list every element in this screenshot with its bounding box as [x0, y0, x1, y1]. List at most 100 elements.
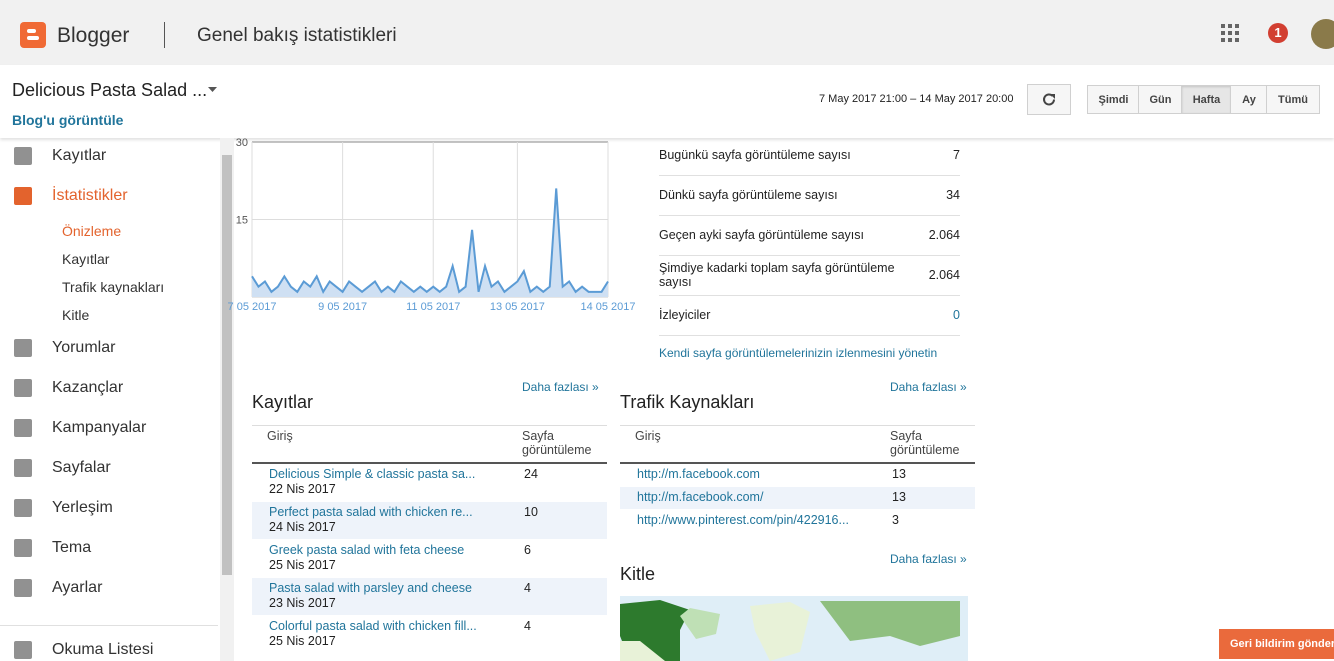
sidebar-icon[interactable] [14, 187, 32, 205]
row-bg [620, 487, 975, 509]
column-header: Sayfa görüntüleme [890, 429, 960, 457]
sidebar-item[interactable]: Sayfalar [52, 459, 111, 476]
more-link[interactable]: Daha fazlası » [890, 380, 967, 394]
entry-link[interactable]: http://m.facebook.com/ [637, 490, 764, 504]
sidebar-icon[interactable] [14, 499, 32, 517]
divider [164, 22, 165, 48]
sidebar-item[interactable]: Kayıtlar [52, 147, 107, 164]
separator [659, 215, 960, 216]
sidebar-subitem[interactable]: Kayıtlar [62, 251, 110, 267]
entry-link[interactable]: Delicious Simple & classic pasta sa... [269, 467, 476, 481]
entry-link[interactable]: Pasta salad with parsley and cheese [269, 581, 472, 595]
x-tick-label: 11 05 2017 [406, 301, 460, 313]
top-bar [0, 0, 1334, 65]
y-tick-label: 30 [236, 137, 248, 149]
sidebar-item[interactable]: Yorumlar [52, 339, 116, 356]
sidebar-divider [0, 625, 218, 626]
sidebar-item[interactable]: Kazançlar [52, 379, 124, 396]
sidebar-icon[interactable] [14, 579, 32, 597]
y-tick-label: 15 [236, 215, 248, 227]
separator [659, 295, 960, 296]
column-header: Giriş [635, 429, 661, 443]
sidebar-subitem[interactable]: Kitle [62, 307, 90, 323]
pageviews-chart: 15 30 7 05 2017 9 05 2017 11 05 2017 13 05 20… [228, 137, 636, 313]
sidebar-item[interactable]: İstatistikler [52, 187, 128, 204]
entry-date: 24 Nis 2017 [269, 520, 336, 534]
section-title: Kayıtlar [252, 392, 314, 412]
sidebar-icon[interactable] [14, 419, 32, 437]
sidebar-icon[interactable] [14, 379, 32, 397]
sidebar-subitem[interactable]: Trafik kaynakları [62, 279, 165, 295]
column-header: Sayfa görüntüleme [522, 429, 592, 457]
separator [659, 175, 960, 176]
logo-text[interactable]: Blogger [57, 24, 130, 47]
sidebar-icon[interactable] [14, 641, 32, 659]
stat-value: 7 [953, 148, 960, 162]
row-bg [252, 502, 607, 539]
sidebar-item[interactable]: Yerleşim [52, 499, 113, 516]
sidebar-subitem[interactable]: Önizleme [62, 223, 122, 239]
more-link[interactable]: Daha fazlası » [522, 380, 599, 394]
entry-link[interactable]: Colorful pasta salad with chicken fill..… [269, 619, 477, 633]
audience-map [620, 596, 968, 661]
avatar[interactable] [1311, 19, 1334, 49]
x-tick-label: 14 05 2017 [580, 301, 635, 313]
stat-value: 2.064 [928, 268, 960, 282]
stat-label: İzleyiciler [659, 308, 711, 322]
section-title: Trafik Kaynakları [620, 392, 755, 412]
sidebar-item[interactable]: Kampanyalar [52, 419, 147, 436]
stat-value: 0 [953, 308, 960, 322]
manage-link[interactable]: Kendi sayfa görüntülemelerinizin izlenme… [659, 346, 938, 360]
entry-views: 4 [524, 619, 531, 633]
range-button[interactable]: Hafta [1181, 85, 1232, 114]
range-button[interactable]: Gün [1138, 85, 1183, 114]
refresh-button[interactable] [1027, 84, 1071, 115]
page-title: Genel bakış istatistikleri [197, 25, 397, 46]
sidebar-icon[interactable] [14, 147, 32, 165]
feedback-button[interactable]: Geri bildirim gönder [1219, 629, 1334, 659]
line [251, 188, 609, 295]
entry-views: 4 [524, 581, 531, 595]
table-header-bg [620, 425, 975, 464]
entry-date: 25 Nis 2017 [269, 634, 336, 648]
sidebar-icon[interactable] [14, 539, 32, 557]
separator [659, 335, 960, 336]
range-button[interactable]: Ay [1230, 85, 1268, 114]
entry-link[interactable]: http://www.pinterest.com/pin/422916... [637, 513, 849, 527]
notification-badge[interactable]: 1 [1268, 23, 1288, 43]
entry-link[interactable]: http://m.facebook.com [637, 467, 760, 481]
x-tick-label: 13 05 2017 [490, 301, 545, 313]
range-button[interactable]: Şimdi [1087, 85, 1140, 114]
stat-label: Bugünkü sayfa görüntüleme sayısı [659, 148, 851, 162]
sidebar-icon[interactable] [14, 459, 32, 477]
more-link[interactable]: Daha fazlası » [890, 552, 967, 566]
view-blog-link[interactable]: Blog'u görüntüle [12, 112, 124, 128]
stat-label: Şimdiye kadarki toplam sayfa görüntüleme… [659, 261, 895, 289]
entry-date: 25 Nis 2017 [269, 558, 336, 572]
area [252, 188, 608, 297]
blog-name[interactable]: Delicious Pasta Salad ... [12, 80, 208, 100]
range-button[interactable]: Tümü [1266, 85, 1320, 114]
sidebar-icon[interactable] [14, 339, 32, 357]
stat-label: Geçen ayki sayfa görüntüleme sayısı [659, 228, 864, 242]
sidebar-item[interactable]: Ayarlar [52, 579, 103, 596]
sidebar-item[interactable]: Okuma Listesi [52, 641, 154, 658]
stat-value: 34 [946, 188, 960, 202]
stat-label: Dünkü sayfa görüntüleme sayısı [659, 188, 838, 202]
entry-views: 10 [524, 505, 538, 519]
entry-date: 22 Nis 2017 [269, 482, 336, 496]
entry-views: 6 [524, 543, 531, 557]
scrollbar-thumb[interactable] [222, 155, 232, 575]
section-title: Kitle [620, 564, 656, 584]
entry-link[interactable]: Perfect pasta salad with chicken re... [269, 505, 473, 519]
x-tick-label: 7 05 2017 [228, 301, 277, 313]
entry-views: 13 [892, 490, 906, 504]
apps-icon[interactable] [1221, 24, 1239, 42]
entry-link[interactable]: Greek pasta salad with feta cheese [269, 543, 465, 557]
blogger-logo-icon[interactable] [20, 22, 46, 48]
entry-views: 13 [892, 467, 906, 481]
sidebar-item[interactable]: Tema [52, 539, 92, 556]
dropdown-arrow[interactable] [208, 87, 218, 93]
date-range: 7 May 2017 21:00 – 14 May 2017 20:00 [819, 93, 1014, 105]
